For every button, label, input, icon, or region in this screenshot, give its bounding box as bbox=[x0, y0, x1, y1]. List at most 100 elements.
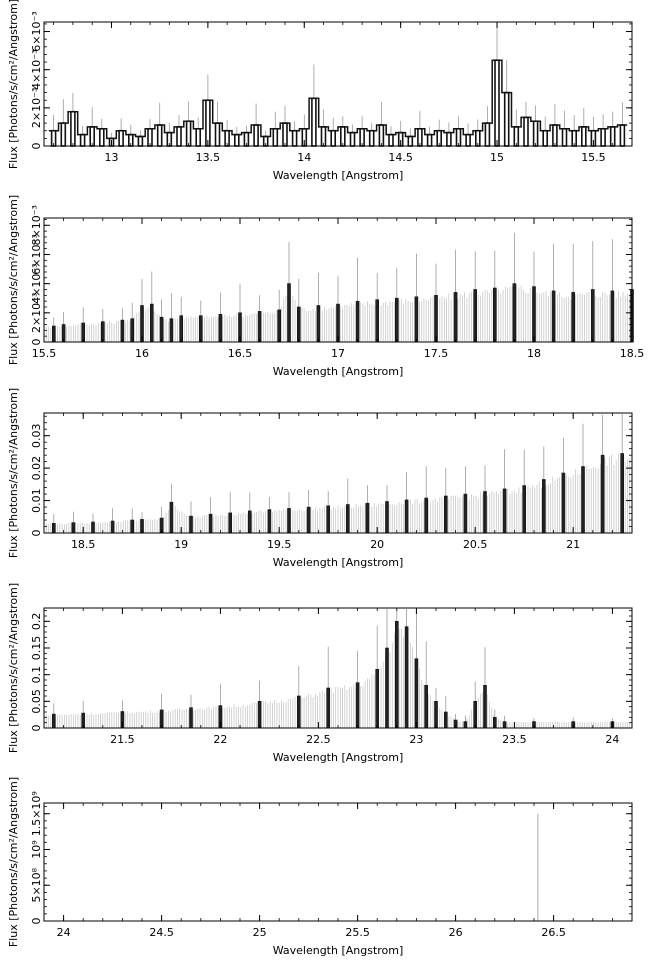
data-bar bbox=[311, 97, 317, 147]
x-tick-label: 20 bbox=[370, 538, 384, 551]
data-bar bbox=[349, 131, 356, 147]
data-bar bbox=[110, 520, 115, 534]
data-bar bbox=[118, 129, 124, 147]
data-bar bbox=[512, 283, 517, 343]
plot-frame bbox=[43, 21, 633, 147]
x-tick-label: 22.5 bbox=[306, 733, 331, 746]
y-tick-label: 4×10⁻³ bbox=[30, 49, 43, 89]
y-axis-title: Flux [Photons/s/cm²/Angstrom] bbox=[7, 777, 20, 947]
chart-panel-4: 21.5 22 22.5 23 23.5 24 0 0.05 0.1 0.15 0.2 Wavelen… bbox=[7, 583, 633, 764]
data-bar bbox=[156, 124, 163, 147]
data-bar bbox=[375, 299, 380, 343]
data-bar bbox=[502, 488, 507, 534]
data-bar bbox=[453, 292, 458, 343]
data-bar bbox=[120, 319, 125, 343]
data-bar bbox=[434, 294, 438, 343]
data-bar bbox=[287, 283, 291, 343]
data-bar bbox=[291, 129, 298, 147]
data-bar bbox=[79, 133, 86, 147]
data-bar bbox=[571, 292, 576, 343]
y-tick-label: 4×10⁻³ bbox=[30, 263, 43, 303]
x-tick-label: 15.5 bbox=[581, 151, 606, 164]
y-tick-label: 0.1 bbox=[30, 666, 43, 684]
data-marks bbox=[43, 414, 633, 534]
data-bar bbox=[483, 491, 487, 534]
data-bar bbox=[404, 499, 409, 534]
data-bar bbox=[561, 472, 566, 534]
data-bar bbox=[414, 296, 419, 343]
data-bar bbox=[306, 506, 311, 534]
data-bar bbox=[368, 129, 375, 147]
y-tick-label: 0.03 bbox=[30, 423, 43, 448]
x-tick-label: 22 bbox=[213, 733, 227, 746]
data-bar bbox=[60, 122, 67, 147]
y-tick-label: 0.01 bbox=[30, 488, 43, 513]
x-tick-label: 13 bbox=[104, 151, 118, 164]
y-tick-label: 2×10⁻³ bbox=[30, 88, 43, 128]
data-marks bbox=[48, 23, 628, 147]
data-bar bbox=[130, 519, 134, 534]
x-tick-label: 16 bbox=[135, 347, 149, 360]
data-bar bbox=[150, 303, 154, 343]
data-bar bbox=[218, 313, 223, 343]
y-tick-label: 6×10⁻³ bbox=[30, 11, 43, 51]
y-axis-title: Flux [Photons/s/cm²/Angstrom] bbox=[7, 583, 20, 753]
y-tick-label: 10⁹ bbox=[30, 840, 43, 858]
data-bar bbox=[185, 120, 192, 147]
chart-panel-1: 13 13.5 14 14.5 15 15.5 0 2×10⁻³4×10⁻³6×10⁻³ Wav… bbox=[7, 0, 633, 182]
data-marks bbox=[43, 232, 634, 343]
data-bar bbox=[426, 133, 433, 147]
data-bar bbox=[326, 687, 331, 729]
data-bar bbox=[101, 321, 105, 343]
x-tick-label: 16.5 bbox=[228, 347, 253, 360]
y-tick-label: 0 bbox=[30, 725, 43, 732]
data-bar bbox=[463, 493, 468, 534]
data-bar bbox=[394, 620, 399, 729]
data-bar bbox=[228, 512, 232, 534]
data-bar bbox=[169, 318, 174, 343]
data-bar bbox=[330, 129, 337, 147]
y-axis-title: Flux [Photons/s/cm²/Angstrom] bbox=[7, 195, 20, 365]
step-outline bbox=[48, 59, 628, 140]
x-tick-label: 19 bbox=[174, 538, 188, 551]
data-bar bbox=[355, 300, 360, 343]
x-tick-label: 26.5 bbox=[541, 926, 566, 939]
x-tick-label: 20.5 bbox=[463, 538, 488, 551]
data-bar bbox=[71, 522, 76, 534]
x-tick-label: 18 bbox=[527, 347, 541, 360]
y-tick-label: 0.05 bbox=[30, 689, 43, 714]
data-bar bbox=[552, 124, 558, 147]
data-bar bbox=[600, 454, 605, 534]
data-bar bbox=[345, 504, 350, 534]
plot-frame bbox=[43, 802, 633, 922]
data-bar bbox=[492, 287, 497, 343]
data-bar bbox=[473, 289, 478, 343]
y-tick-label: 0 bbox=[30, 339, 43, 346]
x-tick-label: 23.5 bbox=[502, 733, 527, 746]
data-bar bbox=[199, 315, 203, 343]
data-bar bbox=[580, 126, 587, 147]
data-bar bbox=[388, 133, 394, 147]
x-axis-title: Wavelength [Angstrom] bbox=[273, 169, 404, 182]
data-bar bbox=[600, 128, 606, 147]
data-bar bbox=[494, 59, 500, 147]
x-tick-label: 15.5 bbox=[32, 347, 57, 360]
x-tick-label: 25.5 bbox=[345, 926, 370, 939]
data-bar bbox=[551, 290, 556, 343]
chart-panel-3: 18.5 19 19.5 20 20.5 21 0 0.01 0.02 0.03 Wavelengt… bbox=[7, 388, 633, 569]
data-bar bbox=[189, 515, 193, 534]
data-bar bbox=[434, 700, 438, 729]
x-tick-label: 14.5 bbox=[388, 151, 413, 164]
x-axis-title: Wavelength [Angstrom] bbox=[273, 944, 404, 957]
data-bar bbox=[581, 466, 585, 534]
x-tick-label: 21.5 bbox=[110, 733, 135, 746]
y-tick-label: 1.5×10⁹ bbox=[30, 791, 43, 836]
x-tick-label: 21 bbox=[566, 538, 580, 551]
data-bar bbox=[502, 721, 507, 729]
y-tick-label: 0 bbox=[30, 530, 43, 537]
data-bar bbox=[277, 309, 282, 343]
data-bar bbox=[51, 713, 56, 729]
data-bar bbox=[443, 711, 448, 729]
data-bar bbox=[463, 721, 468, 729]
data-bar bbox=[51, 522, 56, 534]
